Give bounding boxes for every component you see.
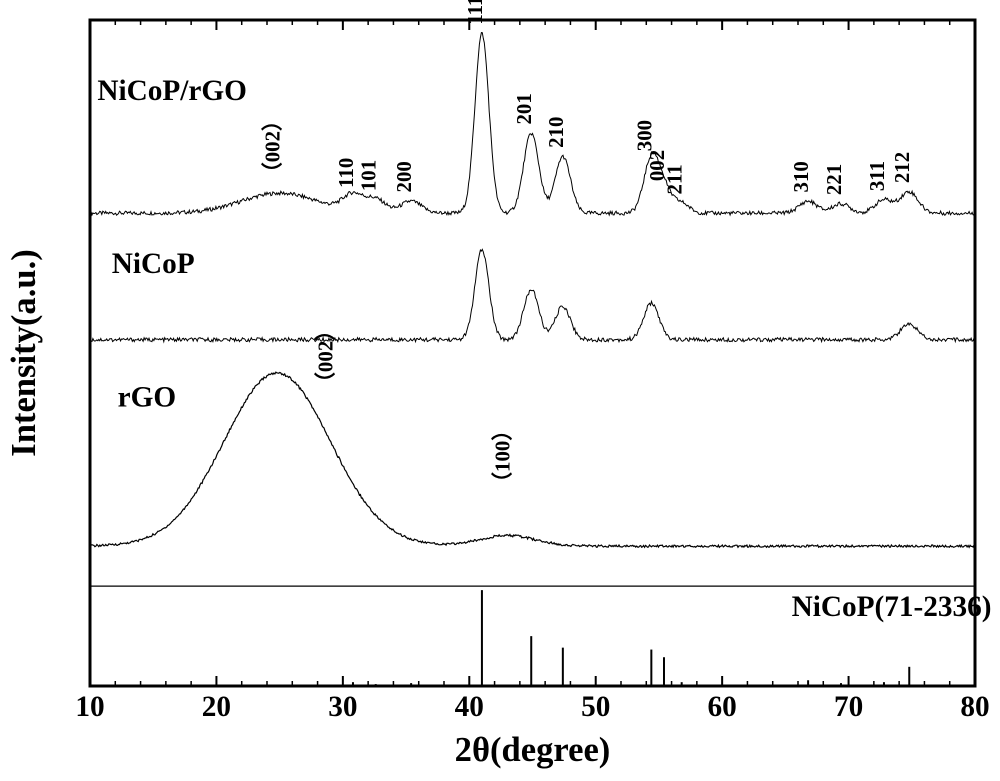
peak-label: 221: [822, 164, 846, 195]
peak-label: （002）: [261, 110, 285, 183]
trace-NiCoP/rGO: NiCoP/rGO（002）11010120011120121030000221…: [90, 0, 975, 215]
x-tick-label: 10: [75, 691, 104, 723]
y-axis-label: Intensity(a.u.): [5, 249, 43, 457]
peak-label: 211: [663, 164, 687, 194]
peak-label: （100）: [491, 420, 515, 493]
trace-NiCoP: NiCoP: [90, 248, 975, 342]
peak-label: 300: [632, 120, 656, 151]
x-tick-label: 70: [834, 691, 863, 723]
peak-label: 210: [544, 117, 568, 148]
trace-path: [90, 372, 975, 547]
x-tick-label: 80: [960, 691, 989, 723]
x-tick-label: 50: [581, 691, 610, 723]
peak-label: 110: [334, 158, 358, 188]
trace-label: NiCoP/rGO: [97, 75, 246, 107]
x-tick-label: 20: [202, 691, 231, 723]
peak-label: 311: [865, 161, 889, 191]
xrd-svg: 10 20 30 40 50 60 70 80 2θ(degree) Intensity(a.u.…: [0, 0, 1000, 781]
trace-label: rGO: [118, 381, 177, 413]
x-tick-label: 30: [328, 691, 357, 723]
ref-label: NiCoP(71-2336): [792, 591, 992, 623]
x-tick-label: 40: [455, 691, 484, 723]
peak-label: 101: [357, 160, 381, 191]
trace-path: [90, 249, 975, 341]
peak-label: （002）: [314, 320, 338, 393]
x-axis-label: 2θ(degree): [455, 731, 611, 769]
trace-rGO: rGO （002） （100）: [90, 320, 975, 547]
xrd-figure: 10 20 30 40 50 60 70 80 2θ(degree) Intensity(a.u.…: [0, 0, 1000, 781]
peak-label: 212: [890, 152, 914, 183]
peak-label: 201: [512, 93, 536, 124]
peak-label: 310: [789, 161, 813, 192]
peak-label: 111: [463, 0, 487, 25]
trace-label: NiCoP: [112, 248, 195, 280]
peak-label: 200: [392, 161, 416, 192]
x-tick-label: 60: [708, 691, 737, 723]
